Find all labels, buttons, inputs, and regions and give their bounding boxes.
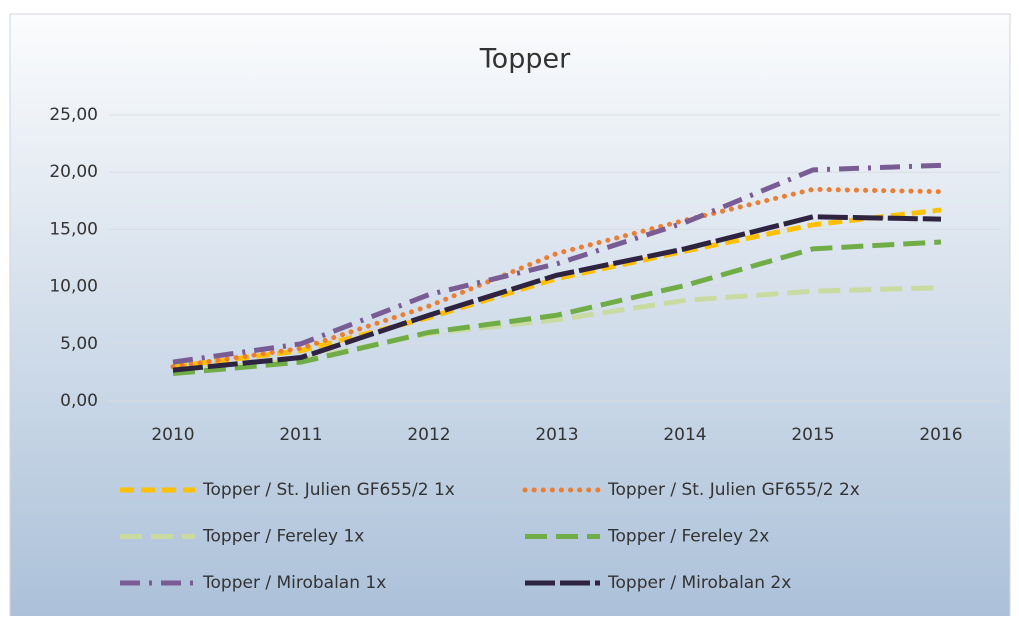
- legend-label: Topper / Fereley 1x: [202, 527, 364, 547]
- series-line: [170, 186, 944, 370]
- y-tick-label: 10,00: [49, 277, 98, 297]
- series-line: [172, 207, 942, 370]
- series-line: [172, 162, 942, 365]
- series-line: [172, 214, 942, 373]
- legend-label: Topper / St. Julien GF655/2 1x: [202, 480, 455, 500]
- x-tick-label: 2010: [151, 425, 194, 445]
- y-tick-label: 25,00: [49, 105, 98, 125]
- y-tick-label: 15,00: [49, 219, 98, 239]
- legend-label: Topper / Fereley 2x: [607, 527, 769, 547]
- chart-title: Topper: [479, 44, 571, 75]
- x-tick-label: 2013: [535, 425, 578, 445]
- legend-label: Topper / Mirobalan 2x: [607, 573, 791, 593]
- x-tick-label: 2014: [663, 425, 706, 445]
- x-tick-label: 2015: [791, 425, 834, 445]
- x-tick-label: 2011: [279, 425, 322, 445]
- series-line: [172, 239, 942, 377]
- legend-label: Topper / Mirobalan 1x: [202, 573, 386, 593]
- y-tick-label: 0,00: [60, 391, 98, 411]
- y-tick-label: 20,00: [49, 162, 98, 182]
- y-tick-label: 5,00: [60, 334, 98, 354]
- x-tick-label: 2012: [407, 425, 450, 445]
- legend-label: Topper / St. Julien GF655/2 2x: [607, 480, 860, 500]
- chart-area: [9, 13, 1011, 620]
- x-tick-label: 2016: [919, 425, 962, 445]
